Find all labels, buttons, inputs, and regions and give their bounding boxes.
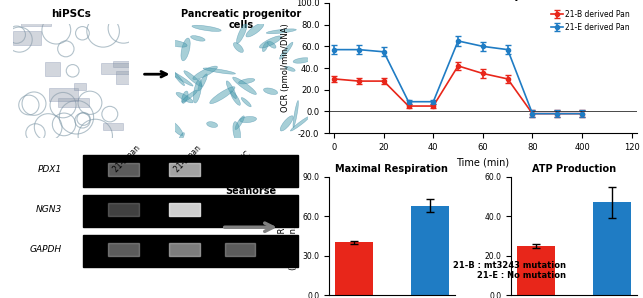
Title: Mitochondrial Respiration: Mitochondrial Respiration [402,0,564,1]
Bar [335,242,373,295]
Text: 21-B pan: 21-B pan [111,143,141,174]
Bar [224,243,255,256]
Text: Pancreatic progenitor
cells: Pancreatic progenitor cells [181,9,302,30]
Y-axis label: OCR (pmol/min/DNA): OCR (pmol/min/DNA) [281,24,290,112]
Bar [169,203,200,216]
Text: hiPSCs: hiPSCs [51,9,91,19]
Title: ATP Production: ATP Production [532,164,616,175]
Text: PDX1: PDX1 [38,165,62,174]
Legend: 21-B derived Pan, 21-E derived Pan: 21-B derived Pan, 21-E derived Pan [548,7,633,35]
Text: iPSC: iPSC [234,149,252,168]
Bar [84,156,298,187]
Bar [108,243,139,256]
Bar [593,202,631,295]
Bar [169,243,200,256]
Y-axis label: OCR
(pmol/min.DNA): OCR (pmol/min.DNA) [278,202,297,270]
Title: Maximal Respiration: Maximal Respiration [336,164,448,175]
Text: Seahorse: Seahorse [225,185,276,195]
Bar [169,163,200,176]
X-axis label: Time (min): Time (min) [457,157,509,167]
Text: 21-E pan: 21-E pan [173,143,203,174]
Bar [108,203,139,216]
Bar [517,246,555,295]
Text: GAPDH: GAPDH [30,245,62,254]
Text: NGN3: NGN3 [35,205,62,214]
Text: 21-B : mt3243 mutation
21-E : No mutation: 21-B : mt3243 mutation 21-E : No mutatio… [453,261,566,280]
Bar [108,163,139,176]
Bar [84,195,298,227]
Bar [84,235,298,266]
Bar [411,206,449,295]
